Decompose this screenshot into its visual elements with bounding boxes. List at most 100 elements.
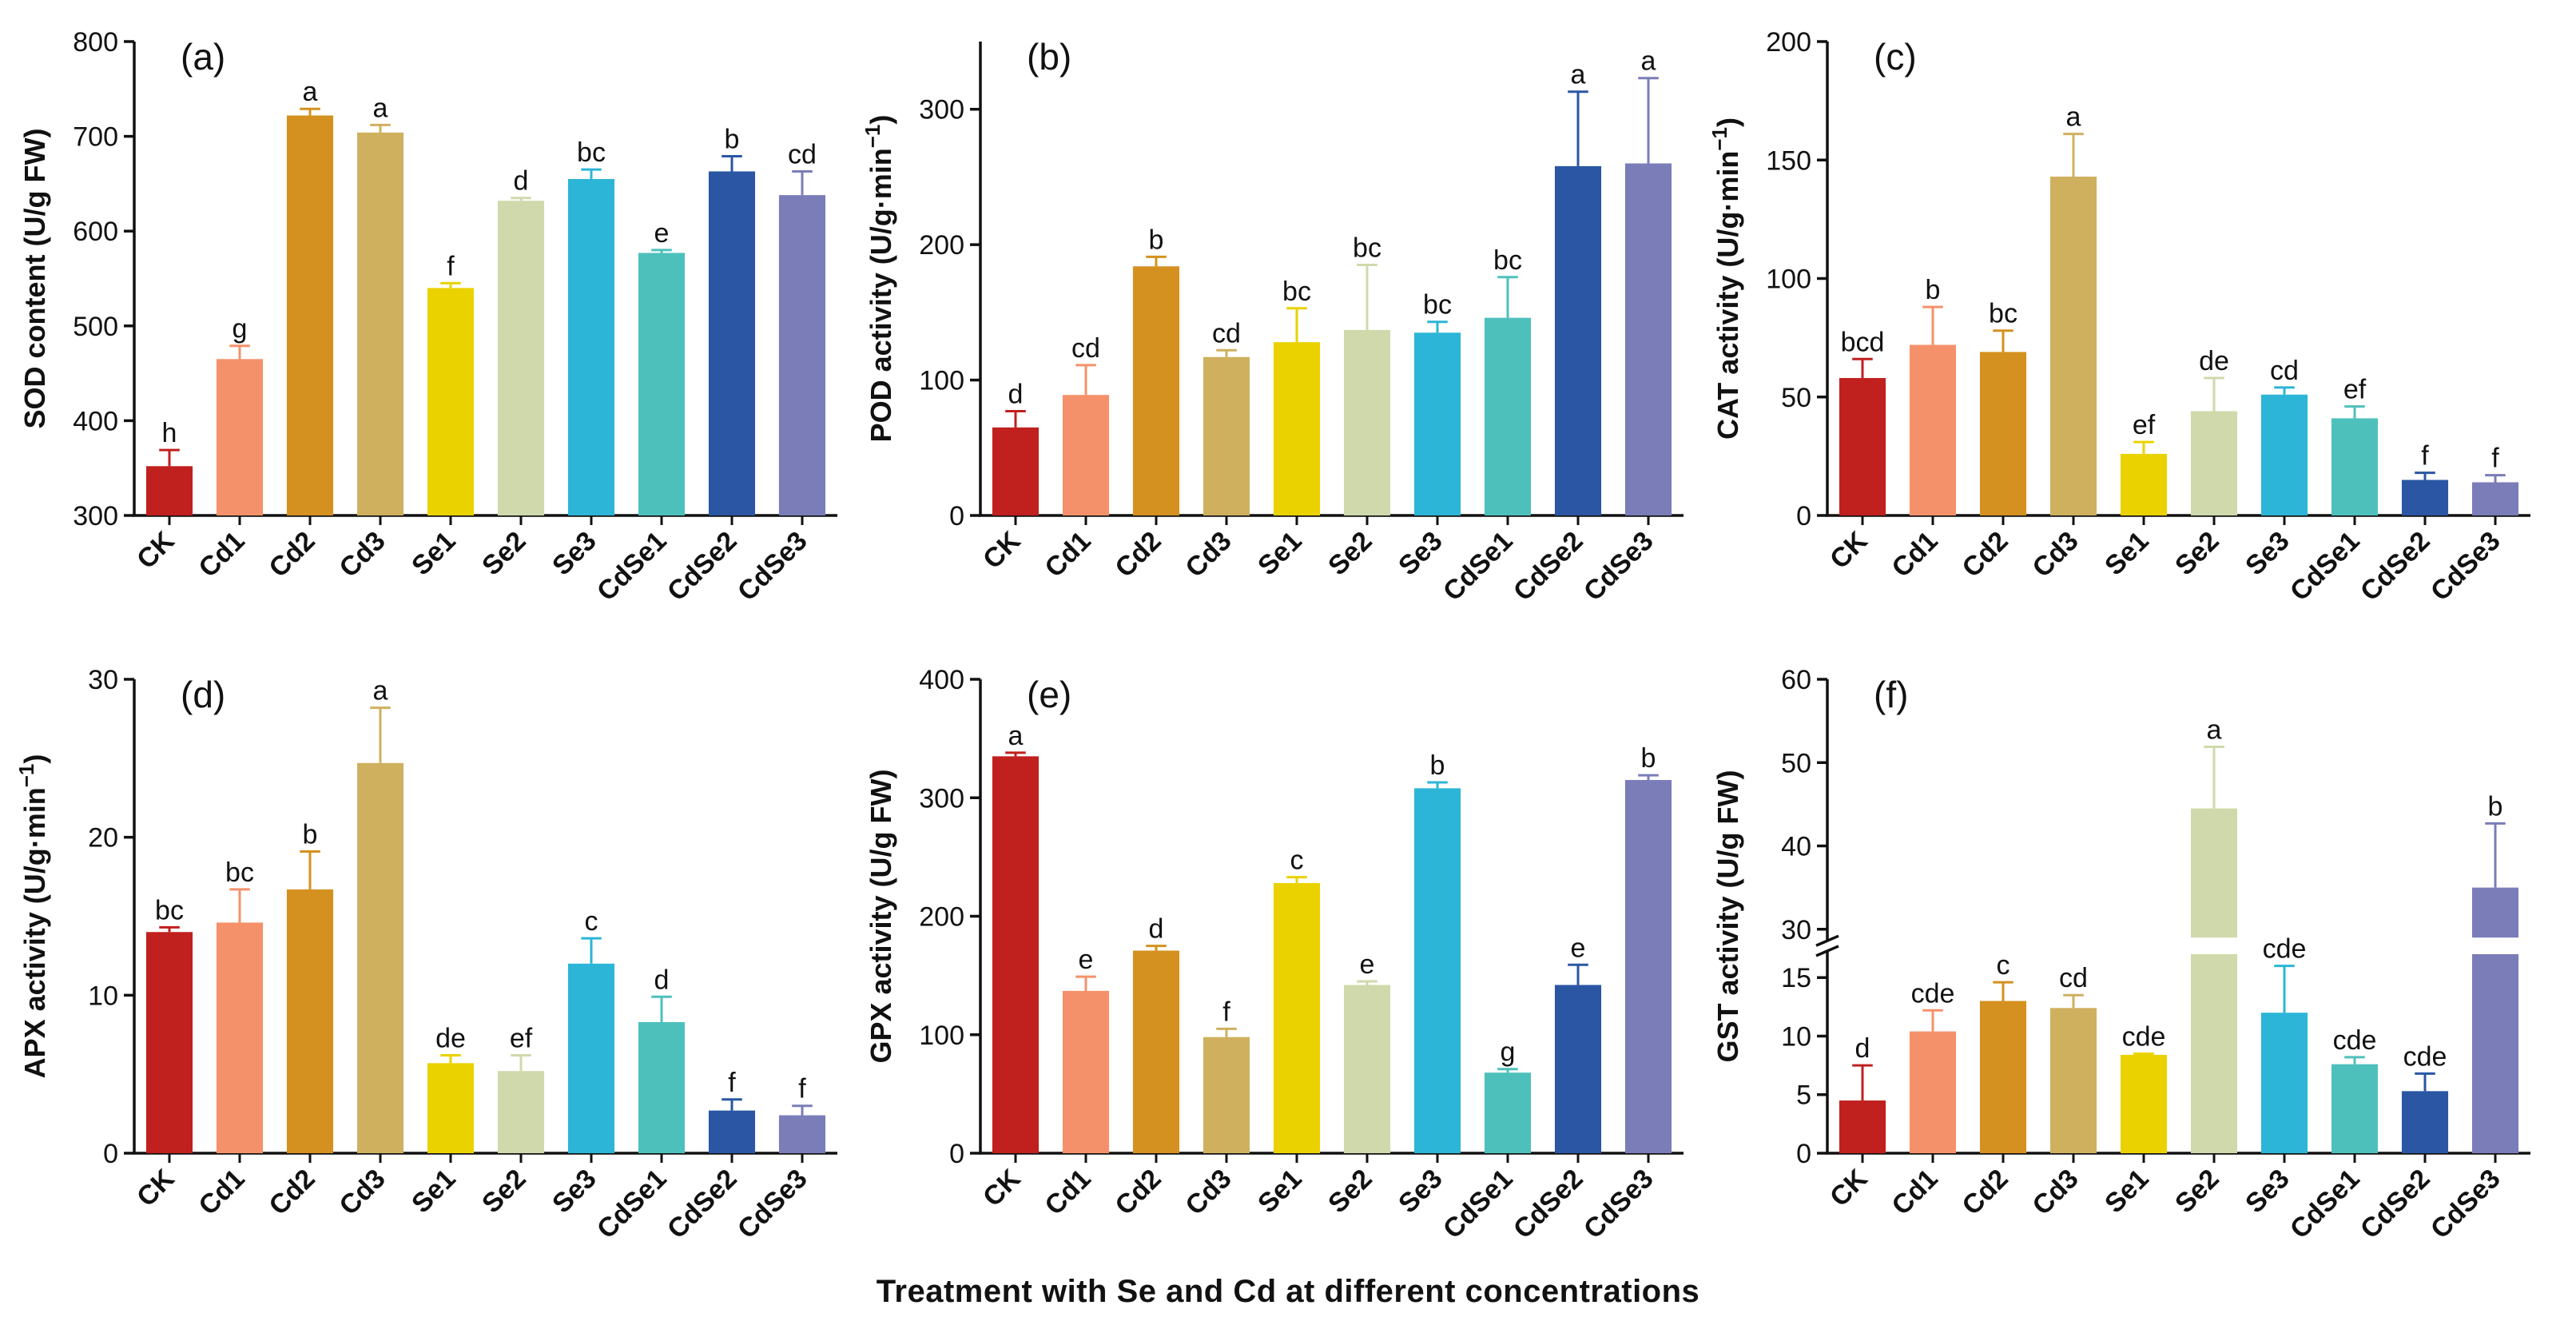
bar — [1343, 329, 1391, 515]
x-tick-label: CdSe3 — [2425, 526, 2506, 607]
significance-letter: bcd — [1841, 327, 1885, 357]
significance-letter: g — [233, 314, 248, 344]
bar — [567, 963, 615, 1153]
x-tick-label: Se1 — [1252, 1164, 1308, 1220]
bar — [216, 922, 264, 1153]
bar — [497, 201, 545, 516]
y-axis-title: GPX activity (U/g FW) — [865, 769, 897, 1063]
y-tick-label: 30 — [1781, 915, 1811, 945]
x-tick-label: Cd3 — [1179, 526, 1237, 583]
bar — [427, 288, 475, 515]
x-tick-label: Cd1 — [1039, 526, 1096, 583]
panel-label: (b) — [1027, 36, 1071, 78]
bar — [286, 115, 334, 515]
x-tick-label: CK — [131, 1163, 181, 1212]
significance-letter: b — [1430, 750, 1445, 781]
significance-letter: b — [725, 125, 740, 155]
bar — [145, 932, 193, 1153]
x-tick-label: CdSe1 — [591, 1164, 673, 1245]
panel-c: 0 50 100 150 200 (c) CAT activity (U/g·min−1) b… — [1707, 27, 2530, 607]
bar — [1554, 165, 1602, 516]
bar — [427, 1063, 475, 1153]
significance-letter: d — [514, 166, 529, 197]
x-tick-label: Cd3 — [2026, 526, 2084, 583]
x-tick-label: CdSe2 — [2355, 1164, 2436, 1245]
significance-letter: a — [1008, 721, 1024, 751]
y-tick-label: 30 — [88, 665, 118, 695]
significance-letter: e — [1360, 949, 1375, 980]
panel-a: 300 400 500 600 700 800 (a) SOD content (U/g FW… — [18, 27, 837, 607]
y-tick-label: 300 — [73, 501, 118, 531]
bar — [567, 178, 615, 515]
y-tick-label: 60 — [1781, 665, 1811, 695]
bar — [2190, 411, 2238, 515]
x-tick-label: Cd2 — [1956, 526, 2013, 583]
x-tick-label: Se3 — [547, 526, 602, 582]
y-tick-label: 400 — [919, 665, 964, 695]
x-tick-label: Cd2 — [263, 1164, 320, 1221]
bar — [638, 1021, 686, 1153]
y-axis-title: CAT activity (U/g·min−1) — [1707, 117, 1744, 440]
significance-letter: e — [1571, 933, 1586, 963]
bar — [356, 762, 404, 1153]
y-tick-label: 150 — [1766, 145, 1811, 176]
significance-letter: cd — [788, 139, 817, 169]
x-tick-label: Cd3 — [1179, 1164, 1237, 1221]
y-tick-label: 15 — [1781, 963, 1811, 993]
bar — [216, 359, 264, 515]
bar — [1554, 985, 1602, 1153]
bar — [1273, 342, 1321, 515]
significance-letter: c — [1997, 950, 2010, 981]
x-tick-label: Se2 — [2169, 526, 2225, 582]
y-tick-label: 200 — [919, 230, 964, 261]
significance-letter: a — [303, 77, 318, 107]
x-tick-label: CdSe2 — [662, 1164, 743, 1245]
significance-letter: ef — [2343, 375, 2367, 405]
panel-label: (e) — [1027, 674, 1071, 715]
x-tick-label: Cd3 — [2026, 1164, 2084, 1221]
y-tick-label: 600 — [73, 217, 118, 247]
bar — [2331, 1064, 2379, 1153]
significance-letter: bc — [1493, 245, 1522, 276]
significance-letter: b — [303, 819, 318, 850]
significance-letter: e — [654, 218, 670, 249]
y-tick-label: 10 — [88, 981, 118, 1011]
x-tick-label: Cd2 — [1109, 1164, 1167, 1221]
y-tick-label: 300 — [919, 783, 964, 814]
significance-letter: cde — [1911, 978, 1955, 1009]
y-tick-label: 100 — [1766, 265, 1811, 295]
significance-letter: a — [1571, 60, 1586, 90]
x-tick-label: CdSe1 — [1437, 526, 1519, 607]
x-tick-label: Cd1 — [1886, 1164, 1943, 1221]
x-tick-label: Se2 — [1322, 1164, 1378, 1220]
x-tick-label: CdSe2 — [2355, 526, 2436, 607]
bar — [1413, 332, 1461, 515]
y-tick-label: 400 — [73, 406, 118, 436]
y-tick-label: 800 — [73, 27, 118, 58]
x-tick-label: CdSe2 — [1508, 1164, 1589, 1245]
significance-letter: d — [1855, 1033, 1870, 1064]
x-tick-label: CdSe3 — [1578, 1164, 1660, 1245]
significance-letter: b — [1149, 225, 1164, 255]
bar — [2401, 479, 2449, 515]
x-tick-label: Cd2 — [1956, 1164, 2013, 1221]
significance-letter: a — [1641, 46, 1656, 77]
y-tick-label: 0 — [949, 1139, 964, 1169]
bar — [286, 889, 334, 1153]
y-tick-label: 40 — [1781, 832, 1811, 862]
significance-letter: b — [1926, 275, 1941, 305]
y-axis-title: GST activity (U/g FW) — [1711, 770, 1744, 1062]
bar — [1839, 1100, 1886, 1153]
significance-letter: bc — [1989, 299, 2017, 329]
panel-f: 0 5 10 15 30 40 50 60 (f) GST activity (U/g FW) d C… — [1711, 665, 2530, 1244]
y-tick-label: 200 — [919, 902, 964, 933]
y-tick-label: 5 — [1796, 1080, 1811, 1111]
bar — [778, 1115, 826, 1153]
bar — [1203, 356, 1250, 515]
y-tick-label: 100 — [919, 366, 964, 396]
significance-letter: d — [1008, 380, 1024, 410]
bar — [1203, 1037, 1250, 1153]
significance-letter: bc — [225, 858, 254, 888]
bar — [1909, 1031, 1957, 1153]
